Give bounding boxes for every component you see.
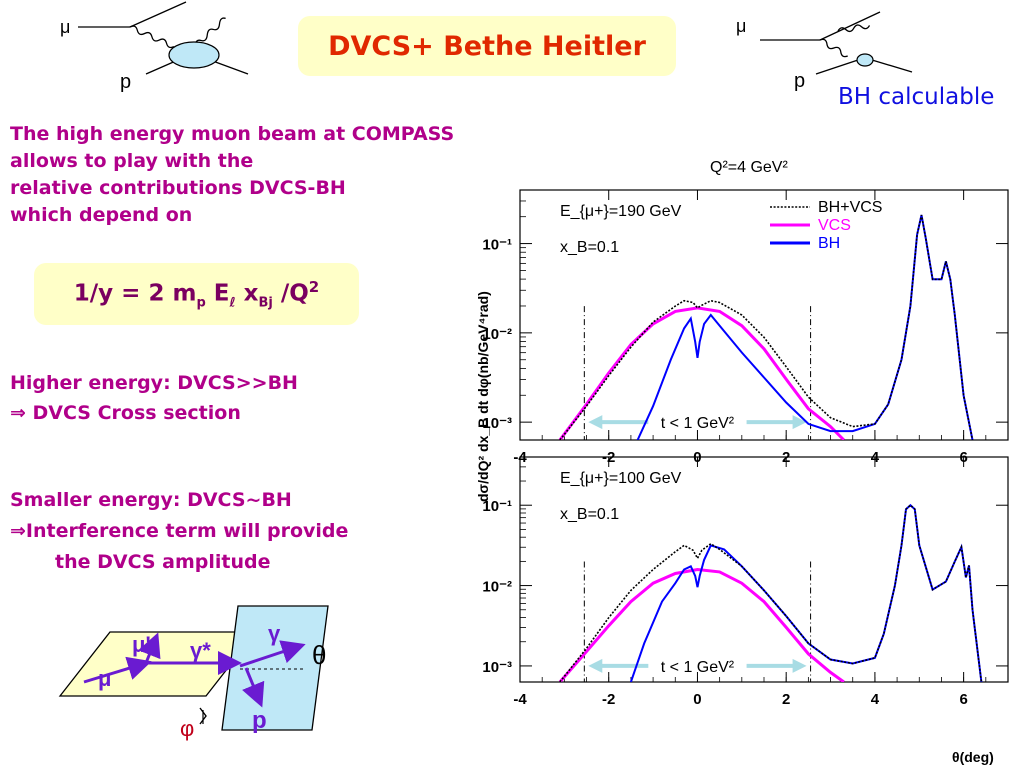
- x-axis-label: θ(deg): [952, 749, 994, 765]
- formula-sup: 2: [308, 277, 320, 296]
- cross-section-figure: Q²=4 GeV² dσ/dQ² dx_B dt dφ(nb/GeV⁴rad) …: [475, 159, 1009, 765]
- feynman-diagram-dvcs: μ p: [60, 1, 249, 93]
- gamma-star-label: γ*: [190, 638, 211, 663]
- series-line-bh: [636, 214, 974, 440]
- intro-line: which depend on: [10, 204, 193, 226]
- bh-calculable-caption: BH calculable: [838, 84, 995, 110]
- formula-part: /Q: [272, 280, 309, 307]
- series-line-vcs: [558, 567, 845, 682]
- formula-part: 1/y = 2 m: [73, 280, 197, 307]
- mu-prime-label: μ': [132, 632, 151, 657]
- intro-line: allows to play with the: [10, 150, 254, 172]
- x-tick-label: -2: [602, 691, 615, 708]
- series-line-vcs: [558, 306, 845, 440]
- series-line-bh: [629, 503, 983, 682]
- legend-label: BH+VCS: [818, 199, 882, 216]
- mu-label: μ: [98, 666, 111, 691]
- dvcs-amplitude-line: the DVCS amplitude: [55, 551, 271, 573]
- formula-sub: Bj: [258, 295, 273, 311]
- series-line-bh-vcs: [559, 504, 983, 682]
- intro-line: The high energy muon beam at COMPASS: [10, 123, 455, 145]
- formula-box: 1/y = 2 mp Eℓ xBj /Q2: [34, 263, 359, 325]
- xb-annotation: x_B=0.1: [560, 506, 619, 523]
- dvcs-diagram-p-label: p: [120, 71, 131, 93]
- feynman-diagram-bh: μ p: [736, 11, 913, 92]
- phi-label: φ: [180, 716, 194, 741]
- t-arrowhead-left-icon: [588, 658, 603, 673]
- series-line-bh-vcs: [559, 214, 974, 440]
- formula-part: E: [205, 280, 230, 307]
- formula: 1/y = 2 mp Eℓ xBj /Q2: [74, 278, 319, 310]
- x-tick-label: 6: [959, 691, 967, 708]
- bh-diagram-mu-label: μ: [736, 16, 746, 36]
- t-cut-annotation: t < 1 GeV²: [661, 659, 735, 676]
- phi-arrow-icon: [199, 707, 207, 725]
- x-tick-label: -4: [513, 691, 527, 708]
- higher-energy-line: Higher energy: DVCS>>BH: [10, 372, 298, 394]
- dvcs-diagram-mu-label: μ: [60, 17, 70, 37]
- x-tick-label: 0: [693, 691, 701, 708]
- y-tick-label: 10⁻³: [482, 415, 512, 432]
- formula-part: x: [235, 280, 259, 307]
- theta-label: θ: [312, 640, 326, 670]
- t-cut-annotation: t < 1 GeV²: [661, 415, 735, 432]
- t-arrowhead-right-icon: [792, 658, 807, 673]
- beam-energy-annotation: E_{μ+}=100 GeV: [560, 470, 682, 487]
- xb-annotation: x_B=0.1: [560, 239, 619, 256]
- t-arrowhead-left-icon: [588, 415, 603, 430]
- bh-diagram-p-label: p: [794, 70, 805, 92]
- y-tick-label: 10⁻¹: [482, 498, 512, 515]
- plot-frame: [519, 456, 1009, 683]
- x-tick-label: 4: [871, 691, 880, 708]
- proton-label: p: [252, 707, 267, 734]
- x-tick-label: 2: [782, 691, 790, 708]
- y-axis-label: dσ/dQ² dx_B dt dφ(nb/GeV⁴rad): [475, 291, 491, 502]
- y-tick-label: 10⁻²: [482, 579, 512, 596]
- slide-title: DVCS+ Bethe Heitler: [328, 30, 646, 62]
- beam-energy-annotation: E_{μ+}=190 GeV: [560, 203, 682, 220]
- higher-energy-paragraph: Higher energy: DVCS>>BH ⇒ DVCS Cross sec…: [10, 368, 298, 428]
- gamma-label: γ: [268, 621, 281, 646]
- legend-label: VCS: [818, 217, 851, 234]
- chart-panel-top: -4 -2 0 2 4 610⁻¹10⁻²10⁻³ t < 1 GeV²E_{μ+}=190…: [482, 189, 1009, 466]
- intro-line: relative contributions DVCS-BH: [10, 177, 346, 199]
- formula-sub: p: [196, 295, 206, 311]
- y-tick-label: 10⁻³: [482, 659, 512, 676]
- interference-line: ⇒Interference term will provide: [10, 520, 349, 542]
- smaller-energy-paragraph: Smaller energy: DVCS~BH ⇒Interference te…: [10, 485, 348, 578]
- dvcs-cross-section-line: ⇒ DVCS Cross section: [10, 402, 241, 424]
- intro-paragraph: The high energy muon beam at COMPASS all…: [10, 121, 454, 229]
- plot-frame: [519, 189, 1009, 441]
- y-tick-label: 10⁻²: [482, 326, 512, 343]
- title-box: DVCS+ Bethe Heitler: [298, 16, 676, 76]
- kinematics-diagram: μ μ' γ* γ θ p φ: [58, 605, 329, 741]
- chart-panel-bottom: -4 -2 0 2 4 6 10⁻¹ 10⁻² 10⁻³ t < 1 GeV² E_{μ+}=100…: [482, 456, 1009, 708]
- y-tick-label: 10⁻¹: [482, 237, 512, 254]
- plot-header: Q²=4 GeV²: [710, 159, 788, 176]
- legend-label: BH: [818, 235, 840, 252]
- smaller-energy-line: Smaller energy: DVCS~BH: [10, 489, 292, 511]
- formula-sub: ℓ: [229, 295, 236, 311]
- t-arrowhead-right-icon: [792, 415, 807, 430]
